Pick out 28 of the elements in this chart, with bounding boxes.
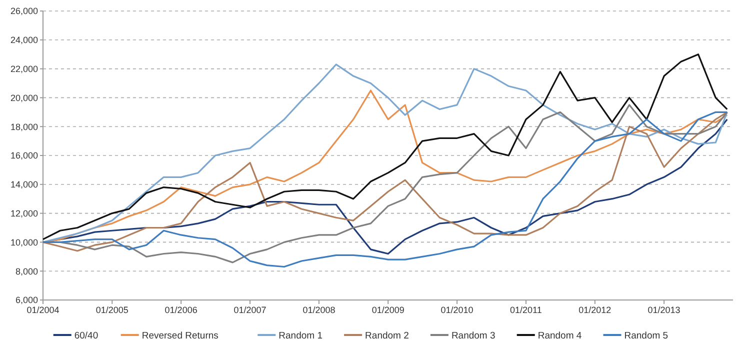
y-tick-label: 10,000 — [10, 237, 38, 248]
legend-label: Random 1 — [278, 330, 322, 342]
y-tick-label: 14,000 — [10, 180, 38, 190]
legend-label: Random 3 — [451, 330, 496, 342]
y-tick-label: 20,000 — [10, 92, 38, 103]
legend-label: 60/40 — [74, 330, 98, 342]
y-tick-label: 18,000 — [10, 122, 38, 132]
legend-label: Random 5 — [624, 330, 668, 342]
y-tick-label: 24,000 — [10, 35, 38, 46]
y-tick-label: 6,000 — [15, 295, 38, 306]
x-tick-label: 01/2011 — [510, 305, 542, 315]
y-tick-label: 16,000 — [10, 150, 38, 161]
x-tick-label: 01/2005 — [96, 305, 128, 315]
x-tick-label: 01/2007 — [234, 305, 266, 315]
y-tick-label: 12,000 — [10, 208, 38, 218]
legend-label: Random 2 — [365, 330, 409, 342]
x-tick-label: 01/2004 — [26, 305, 60, 315]
x-tick-label: 01/2008 — [302, 305, 336, 315]
legend-label: Reversed Returns — [142, 330, 219, 342]
y-tick-label: 22,000 — [10, 64, 38, 74]
y-tick-label: 26,000 — [10, 6, 38, 16]
legend-label: Random 4 — [538, 330, 582, 342]
x-tick-label: 01/2013 — [648, 305, 680, 315]
x-tick-label: 01/2006 — [164, 305, 198, 315]
x-tick-label: 01/2009 — [372, 305, 404, 315]
y-tick-label: 8,000 — [15, 266, 38, 276]
x-tick-label: 01/2012 — [578, 305, 612, 315]
x-tick-label: 01/2010 — [440, 305, 474, 315]
